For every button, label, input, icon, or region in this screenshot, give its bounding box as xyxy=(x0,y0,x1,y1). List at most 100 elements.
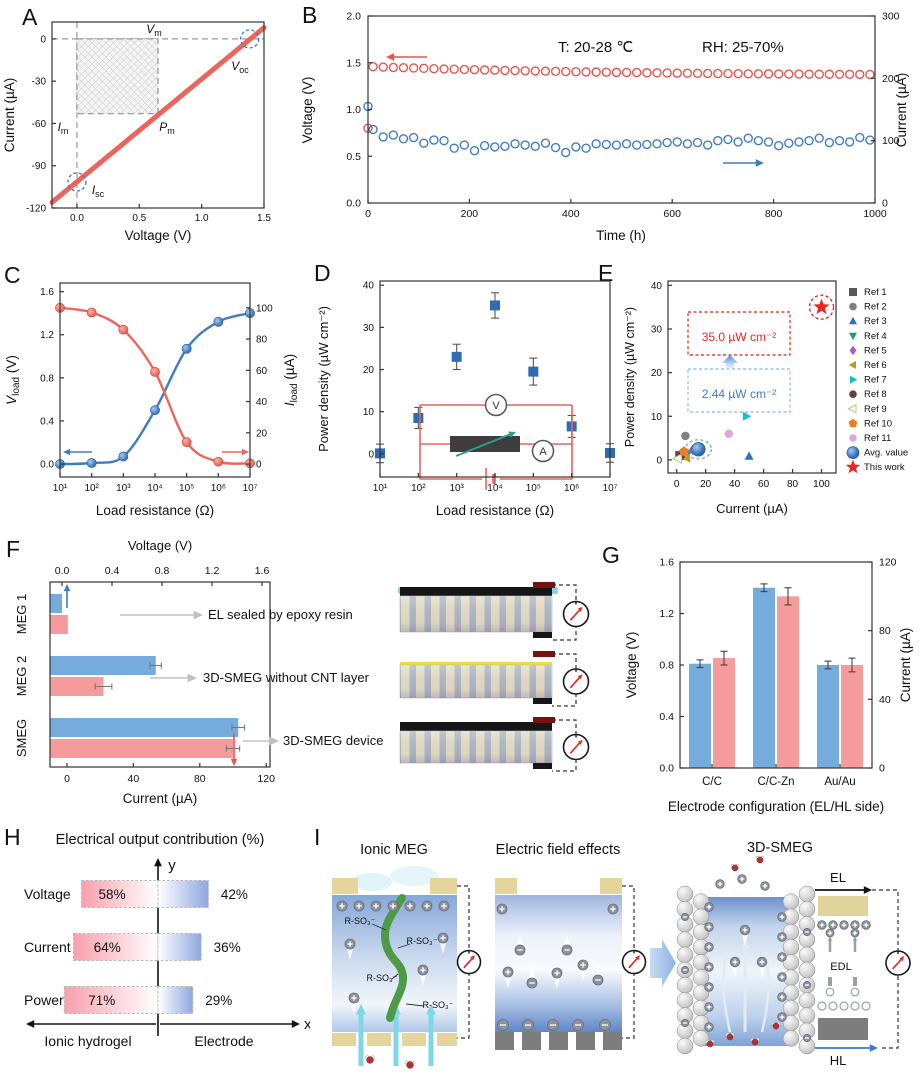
bead xyxy=(798,992,816,1009)
avg-highlight-circle xyxy=(684,439,713,460)
cation-icon xyxy=(756,956,768,968)
cation-icon xyxy=(739,924,751,936)
bottom-electrode-block xyxy=(522,1032,541,1050)
svg-text:1.6: 1.6 xyxy=(40,287,54,298)
hydrogel-bar xyxy=(73,933,159,961)
svg-text:120: 120 xyxy=(879,557,897,569)
svg-text:40: 40 xyxy=(128,773,140,785)
svg-text:600: 600 xyxy=(663,208,681,220)
galvanometer-icon xyxy=(621,949,647,975)
ionic-meg-schematic: R-SO₃⁻ R-SO₃⁻ R-SO₃⁻ R-SO₃⁻ xyxy=(332,866,482,1069)
ion-trail xyxy=(580,970,586,981)
cation-icon xyxy=(850,920,860,930)
arrow xyxy=(120,610,203,620)
svg-text:-60: -60 xyxy=(32,119,47,130)
bead xyxy=(676,946,694,964)
layer-stack: EL EDL HL xyxy=(815,870,911,1068)
galvanometer-icon xyxy=(456,949,482,975)
cnt-layer xyxy=(400,722,552,731)
svg-text:Power: Power xyxy=(24,992,64,1008)
yellow-layer xyxy=(400,662,552,665)
cation-icon xyxy=(817,920,827,930)
cation-icon xyxy=(704,902,714,912)
svg-text:10⁷: 10⁷ xyxy=(243,483,258,494)
bead xyxy=(798,900,816,918)
bottom-electrode-block xyxy=(576,1032,595,1050)
svg-text:0.4: 0.4 xyxy=(659,711,674,723)
anion-icon xyxy=(680,965,689,974)
neutral-ion-icon xyxy=(839,1001,849,1011)
svg-text:0.0: 0.0 xyxy=(55,565,70,577)
svg-text:Time (h): Time (h) xyxy=(596,228,646,243)
ion-trail xyxy=(554,978,560,989)
svg-text:Ref 5: Ref 5 xyxy=(864,345,887,356)
svg-text:R-SO₃⁻: R-SO₃⁻ xyxy=(367,973,398,983)
svg-text:EL: EL xyxy=(830,870,846,885)
svg-text:400: 400 xyxy=(562,208,580,220)
cation-icon xyxy=(437,932,449,944)
svg-text:10⁵: 10⁵ xyxy=(179,483,194,494)
svg-text:Load resistance (Ω): Load resistance (Ω) xyxy=(436,503,554,518)
galvanometer-icon xyxy=(562,600,590,628)
hydrogel-bar xyxy=(63,986,159,1014)
panel-letter-b: B xyxy=(302,2,318,28)
svg-text:EL sealed by epoxy resin: EL sealed by epoxy resin xyxy=(208,607,353,622)
svg-text:1.2: 1.2 xyxy=(205,565,220,577)
ion-trail xyxy=(742,935,748,946)
contribution-row: 58% 42% Voltage xyxy=(24,880,248,908)
svg-text:x: x xyxy=(304,1016,310,1033)
svg-text:2.44 µW cm⁻²: 2.44 µW cm⁻² xyxy=(702,387,777,401)
galvanometer-icon xyxy=(562,733,590,761)
panel-a-iv-curve-chart: Vm Voc Pm Im Isc 0.0 0.5 1.0 1.5 0 -30 -60 -90 -120 Vo… xyxy=(2,21,271,243)
svg-text:40: 40 xyxy=(729,479,741,490)
svg-text:Current (µA): Current (µA) xyxy=(716,501,788,516)
isc-circle xyxy=(67,172,87,192)
cation-icon xyxy=(777,952,787,962)
arrow xyxy=(827,936,833,952)
arrow xyxy=(63,584,71,608)
svg-text:200: 200 xyxy=(882,73,900,85)
bead xyxy=(676,931,694,948)
svg-text:Voltage (V): Voltage (V) xyxy=(128,538,192,553)
ion-trail xyxy=(420,975,426,986)
cation-icon xyxy=(777,992,787,1002)
ion-trail xyxy=(347,949,353,960)
svg-text:35.0 µW cm⁻²: 35.0 µW cm⁻² xyxy=(702,330,777,344)
svg-text:Ref 6: Ref 6 xyxy=(864,360,887,371)
svg-text:0: 0 xyxy=(64,773,70,785)
cnt-layer xyxy=(400,587,552,596)
vapor-mist xyxy=(390,866,438,886)
cation-icon xyxy=(861,920,871,930)
svg-text:0: 0 xyxy=(368,449,374,460)
ion-trail xyxy=(517,934,523,945)
axes: 10¹ 10² 10³ 10⁴ 10⁵ 10⁶ 10⁷ 0 10 20 30 40 Load resis… xyxy=(316,281,618,518)
svg-text:10³: 10³ xyxy=(449,483,464,494)
panel-letter-h: H xyxy=(4,824,21,850)
svg-text:Current (µA): Current (µA) xyxy=(123,791,198,806)
svg-text:0: 0 xyxy=(365,208,371,220)
svg-text:Im: Im xyxy=(58,120,69,136)
water-molecule-icon xyxy=(365,1055,375,1064)
axes: 0 200 400 600 800 1000 0.0 0.5 1.0 1.5 2.0 0 100 200 3… xyxy=(300,11,909,244)
bead xyxy=(798,946,816,964)
anion-icon xyxy=(514,944,526,956)
svg-text:10¹: 10¹ xyxy=(53,483,68,494)
cation-icon xyxy=(353,900,365,912)
water-molecule-icon xyxy=(705,1039,715,1048)
arrow xyxy=(569,739,583,754)
anion-icon xyxy=(547,1019,559,1031)
anion-icon xyxy=(680,913,689,922)
svg-text:Voc: Voc xyxy=(231,59,249,75)
svg-text:10⁷: 10⁷ xyxy=(603,483,618,494)
svg-text:0.4: 0.4 xyxy=(40,416,54,427)
svg-text:Electrode configuration (EL/HL: Electrode configuration (EL/HL side) xyxy=(668,799,884,814)
svg-text:200: 200 xyxy=(461,208,479,220)
svg-text:20: 20 xyxy=(363,365,375,376)
svg-text:30: 30 xyxy=(651,325,663,336)
svg-text:800: 800 xyxy=(765,208,783,220)
bottom-electrode xyxy=(533,763,552,769)
iv-plot: Vm Voc Pm Im Isc xyxy=(49,22,267,208)
cation-icon xyxy=(777,1012,787,1022)
